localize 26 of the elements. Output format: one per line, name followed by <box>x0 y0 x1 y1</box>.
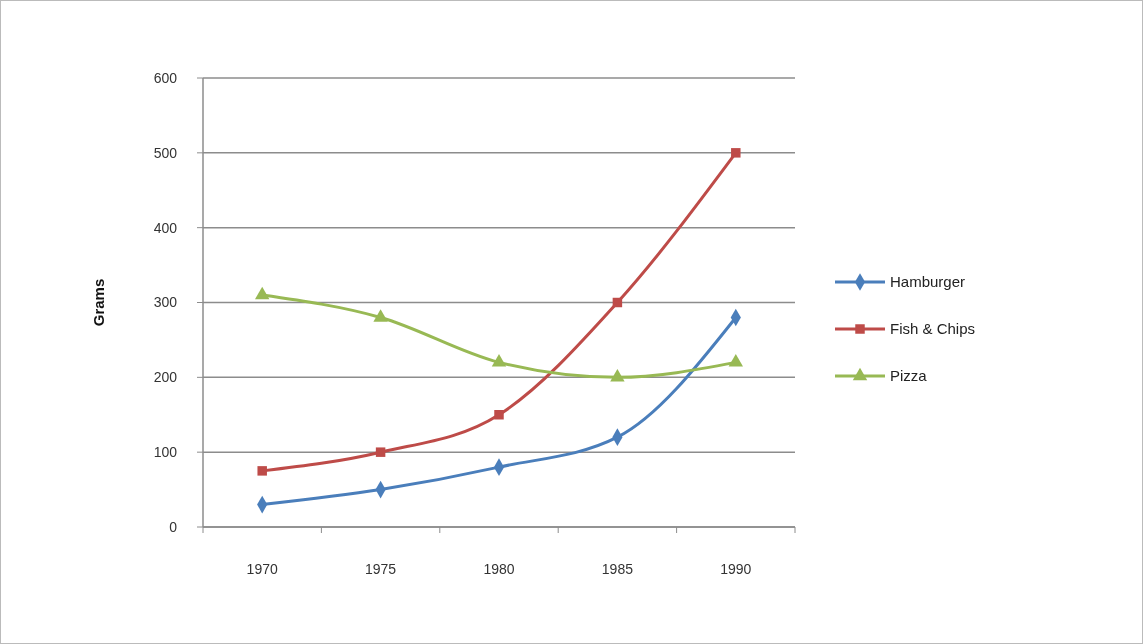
x-tick-label: 1970 <box>246 561 278 577</box>
legend-label: Pizza <box>890 367 928 385</box>
legend-label: Hamburger <box>890 273 966 291</box>
point <box>731 148 741 158</box>
y-tick-label: 100 <box>153 444 178 461</box>
point <box>373 309 388 322</box>
x-tick-label: 1980 <box>483 561 515 577</box>
point <box>375 447 386 457</box>
x-tick-label: 1990 <box>720 561 752 577</box>
point <box>728 354 744 367</box>
x-tick-label: 1975 <box>365 561 397 577</box>
x-tick-label: 1985 <box>601 561 634 577</box>
point <box>610 369 625 382</box>
y-tick-label: 600 <box>153 69 178 86</box>
point <box>257 466 267 476</box>
legend-label: Fish & Chips <box>890 320 976 338</box>
point <box>612 297 623 308</box>
y-tick-label: 300 <box>153 294 178 311</box>
y-tick-label: 400 <box>153 219 178 236</box>
y-tick-label: 0 <box>169 518 178 535</box>
y-axis-title: Grams <box>90 278 107 327</box>
point <box>254 286 270 300</box>
y-tick-label: 500 <box>153 144 178 161</box>
point <box>494 410 504 420</box>
y-tick-label: 200 <box>153 369 178 386</box>
point <box>491 354 507 367</box>
